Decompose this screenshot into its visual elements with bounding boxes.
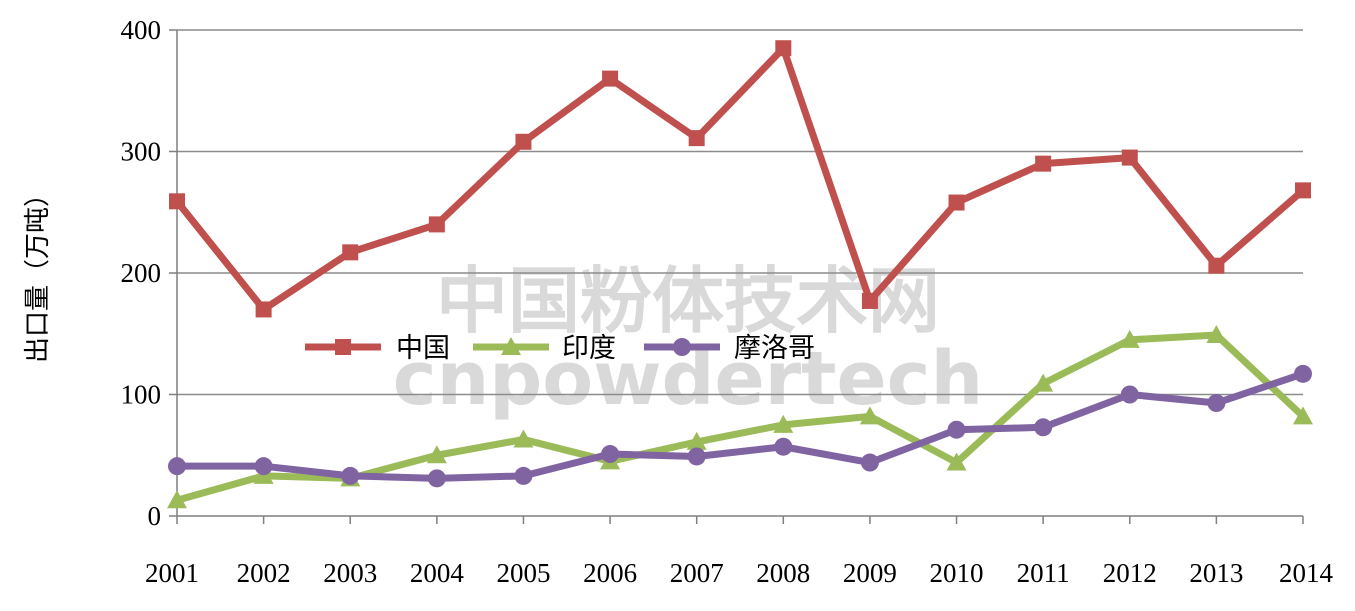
legend-label: 印度 [562, 333, 616, 364]
x-tick-labels: 2001 2002 2003 2004 2005 2006 2007 2008 2009 2010… [145, 558, 1334, 588]
data-point [169, 193, 185, 210]
data-point [1207, 394, 1226, 413]
x-tick-label: 2001 [145, 558, 199, 588]
data-point [1034, 418, 1053, 437]
x-tick-label: 2008 [756, 558, 810, 588]
x-tick-label: 2004 [410, 558, 465, 588]
data-point [1293, 406, 1313, 425]
x-tick-label: 2014 [1279, 558, 1334, 588]
x-tick-label: 2007 [670, 558, 724, 588]
data-point [426, 445, 447, 464]
data-point [859, 406, 880, 425]
series-line [173, 44, 1307, 313]
data-point [1120, 385, 1139, 404]
data-point [948, 194, 965, 211]
data-point [774, 437, 793, 456]
data-point [427, 469, 446, 488]
x-tick-label: 2006 [583, 558, 637, 588]
data-point [688, 130, 705, 147]
y-tick-labels: 0 100 200 300 400 [121, 15, 162, 531]
x-tick-label: 2002 [237, 558, 291, 588]
data-point [860, 453, 879, 472]
y-tick-label: 400 [121, 15, 162, 45]
data-point [687, 447, 706, 466]
legend-swatch-marker [501, 337, 521, 355]
data-point [515, 133, 532, 150]
x-tick-label: 2003 [323, 558, 377, 588]
data-point [341, 466, 360, 485]
data-point [1033, 373, 1054, 392]
legend: 中国 印度 摩洛哥 [305, 333, 815, 364]
data-point [947, 420, 966, 439]
legend-swatch-marker [335, 339, 351, 355]
series-square [169, 40, 1311, 318]
series-layer [167, 40, 1313, 509]
data-point [514, 466, 533, 485]
y-tick-label: 0 [148, 501, 162, 531]
y-tick-label: 300 [121, 137, 162, 167]
data-point [1294, 364, 1312, 383]
data-point [601, 445, 620, 464]
legend-item: 印度 [473, 333, 616, 364]
data-point [773, 414, 794, 433]
legend-item: 摩洛哥 [644, 333, 815, 364]
data-point [167, 490, 187, 509]
y-tick-label: 200 [121, 258, 162, 288]
data-point [775, 40, 792, 57]
data-point [342, 244, 359, 261]
x-tick-label: 2012 [1103, 558, 1157, 588]
legend-label: 中国 [396, 333, 450, 364]
legend-label: 摩洛哥 [734, 333, 815, 364]
data-point [1119, 329, 1140, 348]
data-point [168, 457, 186, 476]
data-point [1206, 324, 1227, 343]
data-point [686, 431, 707, 450]
data-point [861, 292, 878, 309]
x-tick-label: 2009 [843, 558, 897, 588]
data-point [513, 429, 534, 448]
x-tick-label: 2005 [496, 558, 550, 588]
legend-item: 中国 [305, 333, 450, 364]
y-tick-label: 100 [121, 380, 162, 410]
data-point [946, 452, 967, 471]
data-point [428, 216, 445, 233]
axes [169, 29, 1304, 524]
gridlines [177, 29, 1303, 396]
series-line [173, 370, 1307, 482]
data-point [255, 301, 272, 318]
legend-swatch-marker [673, 338, 691, 356]
data-point [602, 70, 619, 87]
data-point [1035, 155, 1052, 172]
x-tick-label: 2013 [1189, 558, 1243, 588]
x-tick-label: 2010 [930, 558, 984, 588]
data-point [254, 457, 273, 476]
x-tick-label: 2011 [1017, 558, 1070, 588]
data-point [1295, 182, 1311, 199]
series-circle [168, 364, 1312, 488]
data-point [1121, 149, 1138, 166]
y-axis-label: 出口量（万吨） [23, 181, 53, 363]
data-point [1208, 257, 1225, 274]
